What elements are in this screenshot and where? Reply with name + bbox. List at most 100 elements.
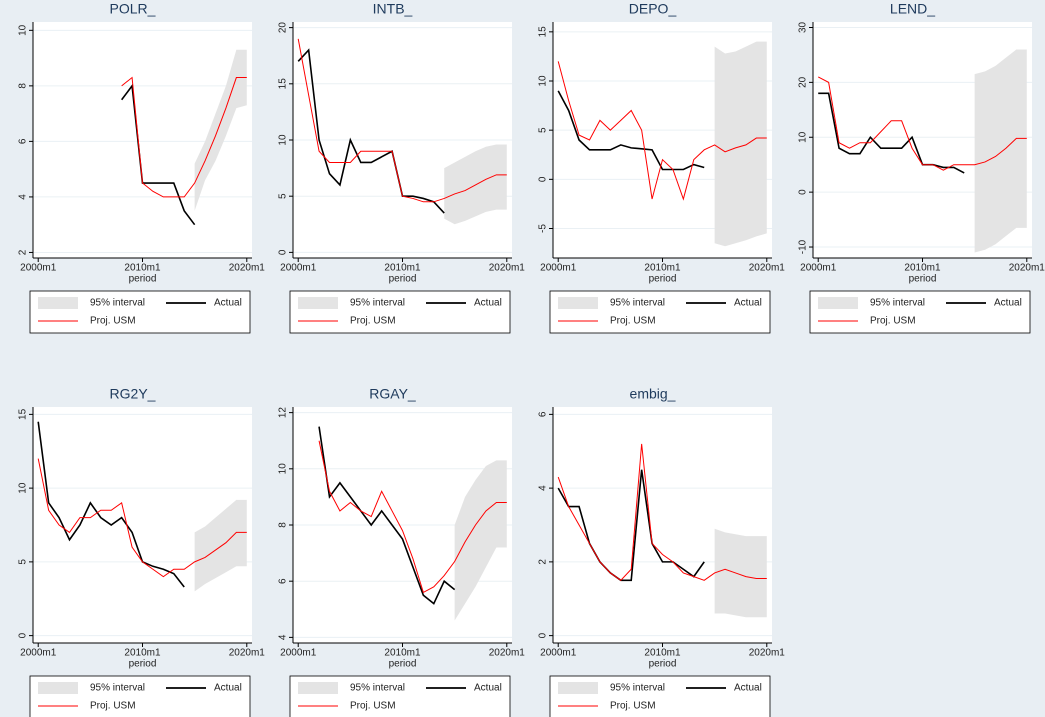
x-tick-label: 2010m1 [644, 648, 681, 659]
chart-title: RGAY_ [369, 386, 416, 402]
y-tick-label: 8 [278, 522, 289, 528]
y-tick-label: 4 [538, 485, 549, 491]
legend-swatch [558, 297, 598, 309]
x-tick-label: 2000m1 [540, 648, 577, 659]
legend-label: Proj. USM [350, 316, 396, 327]
y-tick-label: 4 [18, 194, 29, 200]
legend-swatch [38, 297, 78, 309]
y-tick-label: 5 [538, 127, 549, 133]
y-tick-label: 20 [798, 76, 809, 88]
legend-label: Proj. USM [90, 701, 136, 712]
y-tick-label: 10 [538, 75, 549, 87]
y-tick-label: 6 [538, 411, 549, 417]
series-line [817, 76, 1027, 171]
interval-band [974, 49, 1027, 253]
y-tick-label: 15 [538, 26, 549, 38]
y-tick-label: 0 [798, 189, 809, 195]
y-tick-label: 0 [538, 632, 549, 638]
legend-label: Proj. USM [350, 701, 396, 712]
y-tick-label: 20 [278, 22, 289, 34]
y-tick-label: 8 [18, 83, 29, 89]
y-tick-label: 30 [798, 21, 809, 33]
legend-label: 95% interval [350, 683, 405, 694]
y-tick-label: 2 [538, 559, 549, 565]
legend-label: 95% interval [350, 298, 405, 309]
legend-label: 95% interval [610, 683, 665, 694]
legend-swatch [818, 297, 858, 309]
y-tick-label: 5 [18, 559, 29, 565]
y-tick-label: 6 [18, 138, 29, 144]
chart-title: DEPO_ [629, 1, 677, 17]
legend-swatch [38, 682, 78, 694]
x-tick-label: 2000m1 [20, 648, 57, 659]
legend-label: 95% interval [90, 298, 145, 309]
x-tick-label: 2020m1 [1009, 263, 1045, 274]
interval-band [194, 499, 247, 592]
y-tick-label: -5 [538, 224, 549, 233]
x-axis-label: period [389, 659, 417, 670]
chart-title: RG2Y_ [110, 386, 156, 402]
x-tick-label: 2020m1 [749, 263, 786, 274]
series-line [557, 469, 705, 582]
y-tick-label: 10 [798, 131, 809, 143]
legend-label: Actual [474, 683, 502, 694]
y-tick-label: 6 [278, 578, 289, 584]
x-tick-label: 2000m1 [20, 263, 57, 274]
legend-label: Proj. USM [610, 316, 656, 327]
x-tick-label: 2000m1 [280, 648, 317, 659]
legend-label: Actual [214, 298, 242, 309]
series-line [37, 458, 247, 578]
y-tick-label: 10 [278, 134, 289, 146]
legend-label: Proj. USM [90, 316, 136, 327]
x-tick-label: 2000m1 [540, 263, 577, 274]
x-axis-label: period [649, 274, 677, 285]
x-axis-label: period [909, 274, 937, 285]
x-tick-label: 2020m1 [749, 648, 786, 659]
x-tick-label: 2020m1 [489, 263, 526, 274]
series-line [297, 38, 507, 203]
x-tick-label: 2010m1 [124, 648, 161, 659]
legend-label: 95% interval [610, 298, 665, 309]
x-tick-label: 2010m1 [644, 263, 681, 274]
series-line [557, 443, 767, 581]
x-tick-label: 2010m1 [124, 263, 161, 274]
x-tick-label: 2000m1 [800, 263, 837, 274]
series-line [121, 76, 247, 198]
y-tick-label: -10 [798, 239, 809, 254]
y-tick-label: 5 [278, 193, 289, 199]
y-tick-label: 0 [278, 249, 289, 255]
x-axis-label: period [389, 274, 417, 285]
y-tick-label: 10 [18, 482, 29, 494]
legend-label: 95% interval [870, 298, 925, 309]
legend-swatch [298, 297, 338, 309]
chart-title: embig_ [630, 386, 676, 402]
x-tick-label: 2010m1 [384, 263, 421, 274]
legend-label: Actual [214, 683, 242, 694]
y-tick-label: 0 [18, 632, 29, 638]
legend-swatch [298, 682, 338, 694]
interval-band [714, 528, 767, 618]
x-tick-label: 2020m1 [229, 263, 266, 274]
x-axis-label: period [129, 659, 157, 670]
legend-label: Actual [734, 683, 762, 694]
interval-band [454, 460, 507, 621]
y-tick-label: 10 [18, 24, 29, 36]
series-line [297, 48, 445, 214]
legend-label: Actual [994, 298, 1022, 309]
x-tick-label: 2010m1 [384, 648, 421, 659]
series-line [818, 92, 965, 174]
y-tick-label: 0 [538, 176, 549, 182]
series-line [557, 61, 767, 201]
y-tick-label: 15 [18, 408, 29, 420]
series-line [557, 90, 705, 171]
series-line [318, 440, 507, 594]
series-line [121, 83, 196, 226]
series-line [318, 426, 456, 605]
y-tick-label: 10 [278, 463, 289, 475]
legend-swatch [558, 682, 598, 694]
legend-label: Proj. USM [610, 701, 656, 712]
chart-title: INTB_ [373, 1, 413, 17]
chart-title: LEND_ [890, 1, 935, 17]
y-tick-label: 12 [278, 407, 289, 419]
legend-label: Actual [734, 298, 762, 309]
